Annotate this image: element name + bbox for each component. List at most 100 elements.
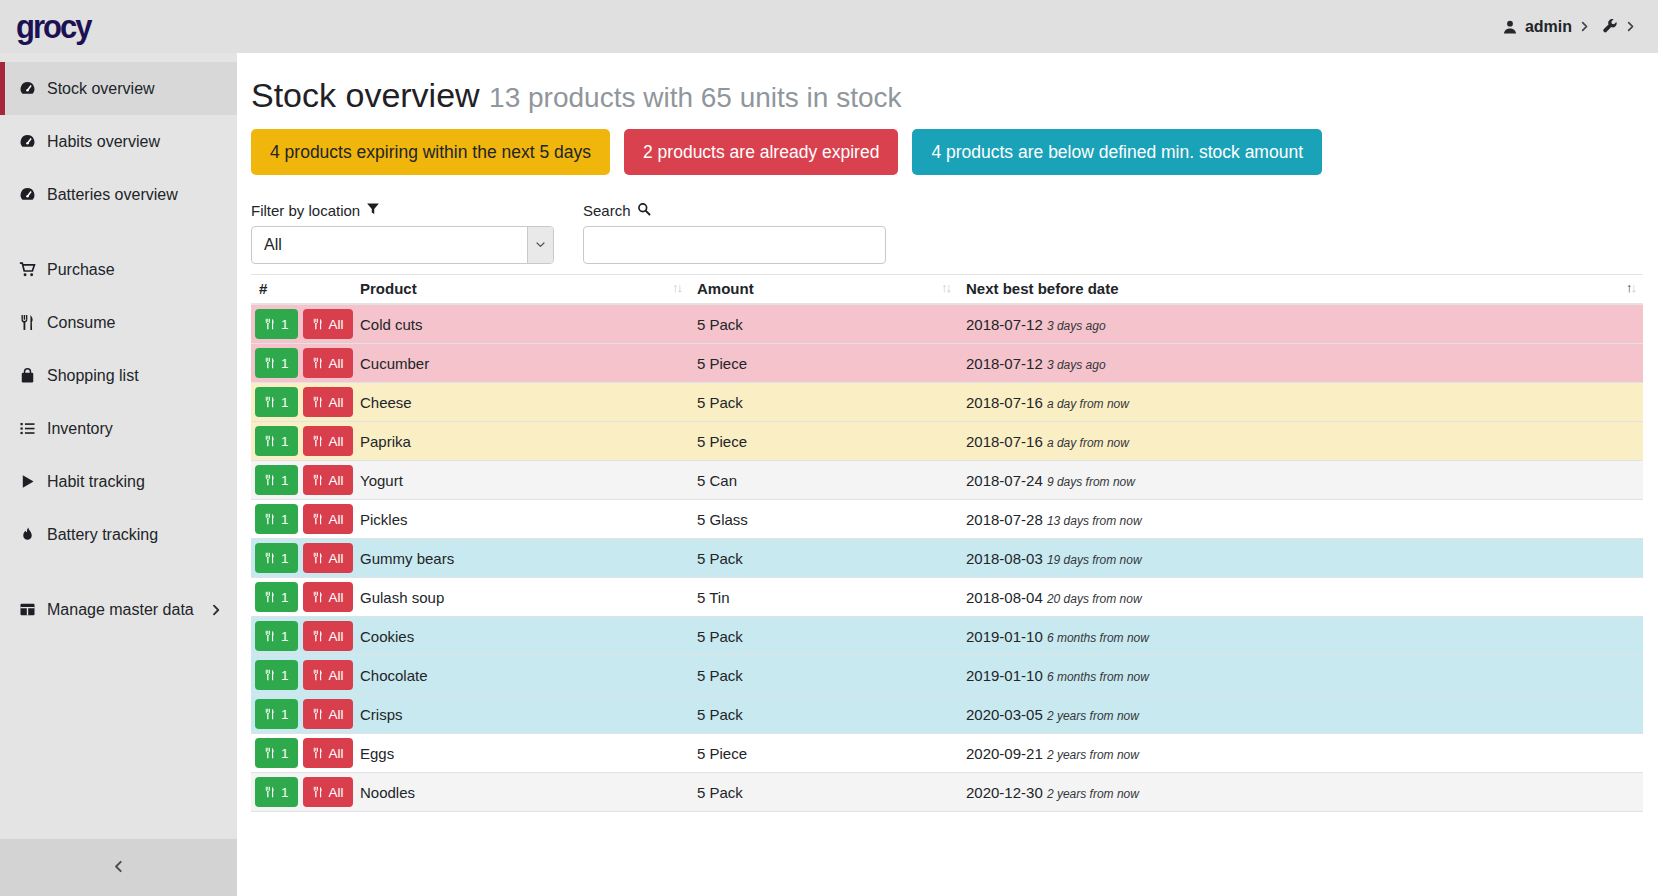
product-cell: Gulash soup [352,578,689,617]
best-before-cell: 2019-01-10 6 months from now [958,656,1643,695]
row-actions-cell: 1All [251,656,352,695]
consume-all-button[interactable]: All [303,738,353,768]
row-actions-cell: 1All [251,539,352,578]
consume-all-button[interactable]: All [303,426,353,456]
sidebar-item-habit-tracking[interactable]: Habit tracking [0,455,237,508]
best-before-cell: 2018-07-12 3 days ago [958,304,1643,344]
search-icon [637,202,651,219]
consume-all-button[interactable]: All [303,699,353,729]
utensils-icon [312,396,324,408]
consume-all-button[interactable]: All [303,621,353,651]
column-header-product[interactable]: ↑↓Product [352,275,689,305]
consume-all-button[interactable]: All [303,582,353,612]
amount-cell: 5 Pack [689,383,958,422]
utensils-icon [312,552,324,564]
row-actions-cell: 1All [251,500,352,539]
table-row: 1AllEggs5 Piece2020-09-21 2 years from n… [251,734,1643,773]
consume-one-button[interactable]: 1 [255,699,298,729]
consume-one-button[interactable]: 1 [255,660,298,690]
grocy-logo: grocy [16,10,90,43]
best-before-date: 2018-08-04 [966,589,1047,606]
consume-one-button[interactable]: 1 [255,777,298,807]
product-cell: Chocolate [352,656,689,695]
sidebar-item-label: Consume [47,314,115,332]
product-cell: Eggs [352,734,689,773]
timeago-label: 20 days from now [1047,592,1142,606]
bag-icon [19,367,36,384]
funnel-icon [366,202,380,219]
consume-one-button[interactable]: 1 [255,504,298,534]
best-before-cell: 2018-07-24 9 days from now [958,461,1643,500]
consume-all-button[interactable]: All [303,348,353,378]
sidebar-collapse-button[interactable] [0,839,237,896]
product-cell: Cookies [352,617,689,656]
sidebar-item-habits-overview[interactable]: Habits overview [0,115,237,168]
sidebar-item-inventory[interactable]: Inventory [0,402,237,455]
column-header-amount[interactable]: ↑↓Amount [689,275,958,305]
sidebar-item-manage-master-data[interactable]: Manage master data [0,583,237,636]
chevron-right-icon [1625,21,1636,32]
consume-one-button[interactable]: 1 [255,543,298,573]
product-cell: Pickles [352,500,689,539]
sidebar-item-label: Purchase [47,261,115,279]
chevron-left-icon [112,859,125,877]
user-menu[interactable]: admin [1502,18,1590,36]
consume-all-button[interactable]: All [303,309,353,339]
timeago-label: 3 days ago [1047,319,1106,333]
consume-one-button[interactable]: 1 [255,738,298,768]
column-header-next-best-before-date[interactable]: ↑↓Next best before date [958,275,1643,305]
consume-one-button[interactable]: 1 [255,387,298,417]
main-content: Stock overview 13 products with 65 units… [237,53,1658,896]
product-cell: Cheese [352,383,689,422]
column-label: Amount [697,280,754,297]
best-before-date: 2018-07-28 [966,511,1047,528]
timeago-label: 9 days from now [1047,475,1135,489]
user-name: admin [1525,18,1572,36]
consume-one-button[interactable]: 1 [255,348,298,378]
sidebar-item-consume[interactable]: Consume [0,296,237,349]
utensils-icon [264,591,276,603]
search-input[interactable] [583,226,886,264]
topbar-right: admin [1502,18,1636,36]
utensils-icon [264,435,276,447]
utensils-icon [264,708,276,720]
row-actions-cell: 1All [251,773,352,812]
timeago-label: a day from now [1047,397,1129,411]
consume-one-button[interactable]: 1 [255,582,298,612]
consume-all-button[interactable]: All [303,387,353,417]
amount-cell: 5 Pack [689,695,958,734]
sidebar-item-shopping-list[interactable]: Shopping list [0,349,237,402]
consume-one-button[interactable]: 1 [255,309,298,339]
consume-all-button[interactable]: All [303,504,353,534]
sidebar-item-stock-overview[interactable]: Stock overview [0,62,237,115]
settings-menu[interactable] [1602,19,1636,35]
consume-all-button[interactable]: All [303,660,353,690]
consume-one-button[interactable]: 1 [255,621,298,651]
row-actions-cell: 1All [251,383,352,422]
table-row: 1AllCookies5 Pack2019-01-10 6 months fro… [251,617,1643,656]
table-row: 1AllGulash soup5 Tin 2018-08-04 20 days f… [251,578,1643,617]
table-row: 1AllChocolate5 Pack2019-01-10 6 months f… [251,656,1643,695]
product-cell: Cucumber [352,344,689,383]
location-select[interactable]: All [251,226,554,264]
consume-all-button[interactable]: All [303,543,353,573]
status-badge: 4 products are below defined min. stock … [912,129,1322,175]
status-badge: 2 products are already expired [624,129,898,175]
consume-all-button[interactable]: All [303,465,353,495]
consume-one-button[interactable]: 1 [255,465,298,495]
consume-all-button[interactable]: All [303,777,353,807]
chevron-down-icon [527,227,553,263]
amount-cell: 5 Glass [689,500,958,539]
table-row: 1AllCrisps5 Pack2020-03-05 2 years from … [251,695,1643,734]
best-before-cell: 2020-12-30 2 years from now [958,773,1643,812]
row-actions-cell: 1All [251,617,352,656]
row-actions-cell: 1All [251,304,352,344]
consume-one-button[interactable]: 1 [255,426,298,456]
amount-cell: 5 Tin [689,578,958,617]
timeago-label: 6 months from now [1047,670,1149,684]
sidebar-item-batteries-overview[interactable]: Batteries overview [0,168,237,221]
stock-table: #↑↓Product↑↓Amount↑↓Next best before dat… [251,274,1643,812]
sidebar-item-battery-tracking[interactable]: Battery tracking [0,508,237,561]
amount-cell: 5 Pack [689,773,958,812]
sidebar-item-purchase[interactable]: Purchase [0,243,237,296]
